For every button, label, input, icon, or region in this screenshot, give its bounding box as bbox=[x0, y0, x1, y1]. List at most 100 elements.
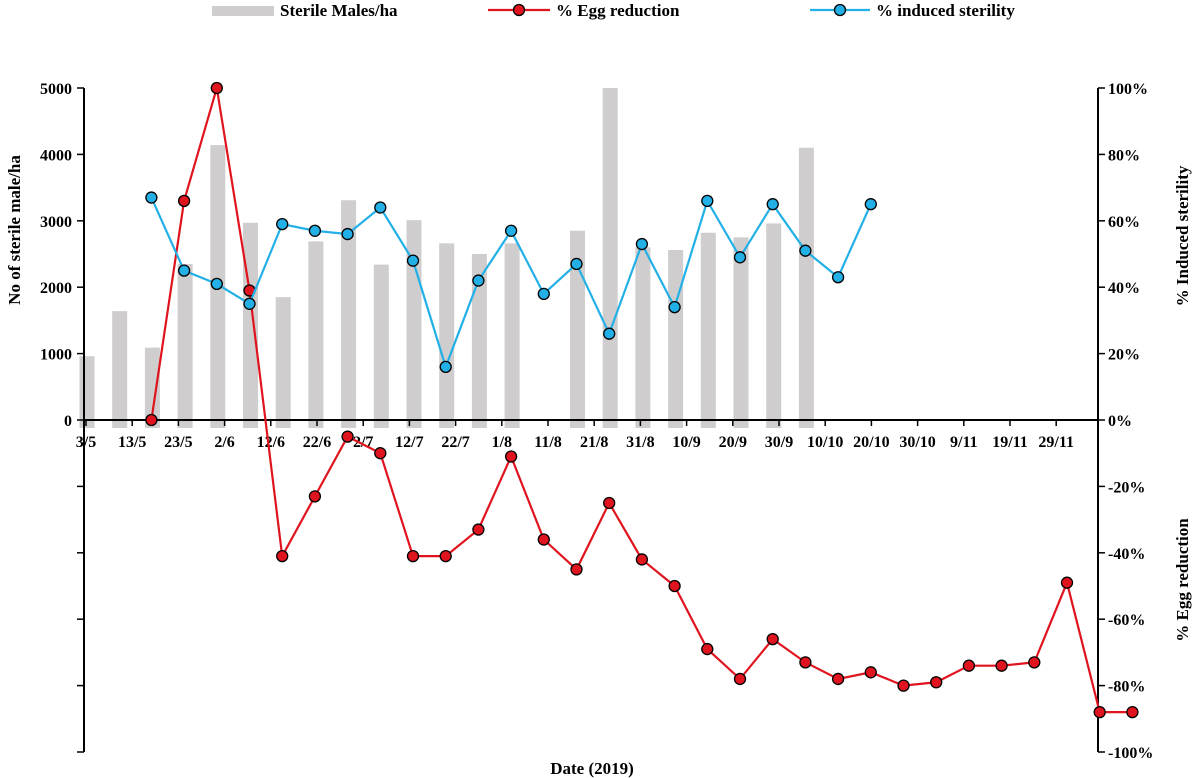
bar-9 bbox=[373, 264, 389, 428]
bar-14 bbox=[570, 230, 585, 428]
right-tick-label-9: -80% bbox=[1108, 679, 1145, 696]
right-tick-label-6: -20% bbox=[1108, 479, 1145, 496]
x-tick-label-4: 12/6 bbox=[257, 434, 285, 451]
egg-reduction-point-7 bbox=[374, 447, 387, 460]
induced-sterility-point-12 bbox=[537, 287, 550, 300]
x-tick-label-18: 30/10 bbox=[899, 434, 935, 451]
bar-8 bbox=[341, 200, 357, 428]
bar-16 bbox=[635, 247, 651, 428]
induced-sterility-point-21 bbox=[831, 271, 845, 284]
egg-reduction-point-2 bbox=[210, 81, 223, 95]
legend-label-bars: Sterile Males/ha bbox=[280, 1, 398, 20]
left-tick-label-1: 1000 bbox=[40, 347, 72, 364]
egg-reduction-point-12 bbox=[537, 533, 550, 546]
bar-3 bbox=[177, 263, 193, 428]
bar-5 bbox=[243, 222, 258, 428]
induced-sterility-point-6 bbox=[341, 227, 354, 241]
right-tick-label-5: 0% bbox=[1108, 413, 1132, 430]
lines-layer bbox=[145, 81, 1139, 719]
right-tick-label-1: 80% bbox=[1108, 147, 1140, 164]
induced-sterility-point-11 bbox=[504, 224, 518, 237]
egg-reduction-point-5 bbox=[308, 490, 322, 503]
bar-11 bbox=[439, 243, 455, 428]
right-tick-label-3: 40% bbox=[1108, 280, 1140, 297]
egg-reduction-point-16 bbox=[668, 579, 681, 593]
bar-21 bbox=[798, 147, 814, 428]
egg-reduction-point-17 bbox=[701, 642, 714, 656]
egg-reduction-point-11 bbox=[504, 450, 518, 463]
bar-10 bbox=[406, 220, 422, 428]
induced-sterility-point-7 bbox=[374, 201, 387, 214]
left-tick-label-4: 4000 bbox=[40, 147, 72, 164]
x-tick-label-15: 30/9 bbox=[765, 434, 793, 451]
induced-sterility-point-17 bbox=[701, 194, 714, 208]
induced-sterility-point-9 bbox=[439, 360, 452, 374]
egg-reduction-point-30 bbox=[1126, 706, 1139, 719]
legend-swatch-sterility-point bbox=[833, 3, 847, 17]
induced-sterility-point-13 bbox=[570, 257, 583, 271]
right-tick-label-2: 60% bbox=[1108, 214, 1140, 231]
egg-reduction-point-28 bbox=[1060, 576, 1074, 589]
induced-sterility-point-5 bbox=[308, 224, 322, 237]
x-tick-label-1: 13/5 bbox=[118, 434, 146, 451]
egg-reduction-point-25 bbox=[962, 659, 976, 672]
x-tick-label-16: 10/10 bbox=[807, 434, 843, 451]
egg-reduction-point-1 bbox=[177, 194, 191, 208]
induced-sterility-point-4 bbox=[276, 217, 289, 231]
egg-reduction-point-27 bbox=[1028, 656, 1041, 669]
egg-reduction-point-24 bbox=[930, 676, 943, 689]
right-axis-title-bottom: % Egg reduction bbox=[1173, 518, 1192, 642]
induced-sterility-point-14 bbox=[603, 327, 616, 340]
left-tick-label-3: 3000 bbox=[40, 214, 72, 231]
legend-swatch-egg-point bbox=[512, 3, 526, 17]
bar-13 bbox=[504, 243, 520, 428]
egg-reduction-point-20 bbox=[799, 656, 812, 669]
x-tick-label-0: 3/5 bbox=[76, 434, 96, 451]
induced-sterility-point-10 bbox=[472, 274, 485, 287]
bar-19 bbox=[733, 237, 749, 428]
induced-sterility-point-18 bbox=[733, 251, 747, 264]
egg-reduction-point-8 bbox=[406, 549, 420, 563]
bar-1 bbox=[112, 311, 128, 428]
bar-20 bbox=[766, 223, 782, 428]
legend-label-egg: % Egg reduction bbox=[556, 1, 680, 20]
x-tick-label-12: 31/8 bbox=[626, 434, 654, 451]
left-axis-title: No of sterile male/ha bbox=[5, 155, 24, 305]
x-tick-label-9: 1/8 bbox=[492, 434, 512, 451]
egg-reduction-point-18 bbox=[733, 672, 747, 686]
induced-sterility-point-8 bbox=[406, 254, 420, 267]
right-tick-label-7: -40% bbox=[1108, 546, 1145, 563]
right-tick-label-10: -100% bbox=[1108, 745, 1153, 762]
egg-reduction-point-13 bbox=[570, 563, 583, 576]
induced-sterility-point-2 bbox=[210, 277, 223, 291]
induced-sterility-point-0 bbox=[145, 191, 158, 204]
egg-reduction-point-4 bbox=[276, 549, 289, 563]
x-tick-label-21: 29/11 bbox=[1038, 434, 1074, 451]
axis-titles: Date (2019) No of sterile male/ha % Induce… bbox=[5, 155, 1192, 778]
egg-reduction-point-29 bbox=[1093, 706, 1106, 719]
x-tick-label-3: 2/6 bbox=[214, 434, 234, 451]
egg-reduction-point-6 bbox=[341, 430, 354, 443]
bar-7 bbox=[308, 241, 324, 428]
bar-18 bbox=[700, 232, 716, 428]
egg-reduction-point-23 bbox=[897, 679, 910, 692]
bar-2 bbox=[144, 347, 160, 428]
bar-0 bbox=[79, 356, 95, 428]
x-tick-label-8: 22/7 bbox=[441, 434, 469, 451]
egg-reduction-point-9 bbox=[439, 549, 452, 563]
right-tick-label-8: -60% bbox=[1108, 612, 1145, 629]
legend-swatch-bars bbox=[212, 6, 274, 16]
egg-reduction-point-15 bbox=[635, 553, 649, 566]
x-tick-label-10: 11/8 bbox=[534, 434, 562, 451]
x-tick-label-19: 9/11 bbox=[950, 434, 978, 451]
induced-sterility-point-15 bbox=[635, 237, 649, 251]
right-tick-label-4: 20% bbox=[1108, 347, 1140, 364]
axes-layer: 0 1000 2000 3000 4000 5000 100% 80% 60% 40% 20% 0% -… bbox=[40, 81, 1153, 762]
bar-12 bbox=[471, 254, 487, 428]
egg-reduction-point-21 bbox=[831, 672, 845, 686]
bar-17 bbox=[668, 250, 684, 428]
x-tick-label-11: 21/8 bbox=[580, 434, 608, 451]
x-tick-label-2: 23/5 bbox=[164, 434, 192, 451]
egg-reduction-point-10 bbox=[472, 523, 485, 536]
